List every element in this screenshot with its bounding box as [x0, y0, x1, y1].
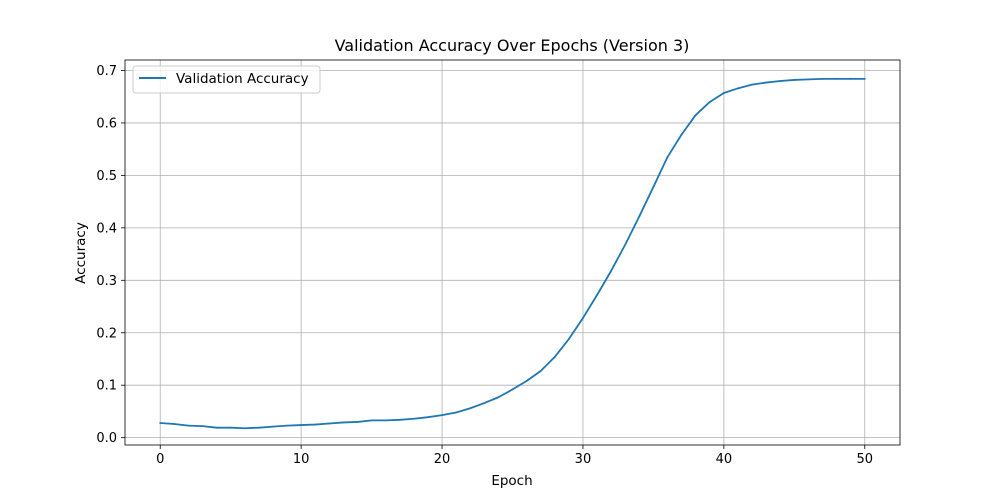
data-point: [173, 423, 176, 425]
data-point: [257, 426, 260, 429]
y-tick-label: 0.1: [96, 379, 117, 394]
y-tick-label: 0.5: [96, 169, 117, 184]
data-point: [511, 388, 514, 391]
legend-label: Validation Accuracy: [176, 71, 309, 87]
data-point: [497, 396, 500, 399]
data-point: [539, 370, 542, 372]
grid: [125, 60, 900, 445]
data-point: [483, 402, 486, 404]
chart-title: Validation Accuracy Over Epochs (Version…: [335, 36, 690, 55]
data-point: [243, 427, 246, 430]
y-tick-label: 0.3: [96, 274, 117, 289]
data-point: [342, 421, 345, 424]
data-point: [765, 81, 768, 84]
data-point: [779, 80, 782, 82]
data-point: [328, 422, 331, 425]
y-tick-label: 0.7: [96, 64, 117, 79]
data-point: [722, 92, 725, 94]
series-layer: [159, 77, 866, 430]
ticks: 0 10 20 30 40 50 0.0 0.1 0.2 0.3 0.4 0.5 0.6 0.7: [96, 64, 873, 467]
data-point: [469, 407, 472, 410]
x-tick-label: 40: [716, 452, 733, 467]
data-point: [553, 355, 556, 358]
data-point: [370, 419, 373, 422]
x-tick-label: 20: [434, 452, 451, 467]
data-point: [652, 186, 655, 188]
data-point: [300, 424, 303, 426]
data-point: [272, 425, 274, 428]
data-point: [849, 77, 852, 80]
data-point: [384, 419, 387, 422]
data-point: [793, 79, 796, 81]
data-point: [215, 426, 218, 429]
x-tick-label: 0: [156, 452, 164, 467]
data-point: [751, 83, 753, 86]
data-point: [427, 416, 429, 419]
data-point: [708, 101, 711, 103]
legend-box: [132, 65, 321, 94]
data-point: [863, 77, 866, 80]
data-point: [624, 243, 627, 246]
y-tick-label: 0.0: [96, 431, 117, 446]
data-point: [286, 424, 288, 427]
data-point: [356, 421, 359, 423]
data-point: [666, 156, 669, 158]
data-point: [525, 380, 528, 382]
data-point: [187, 424, 190, 427]
data-point: [567, 338, 570, 340]
data-point: [201, 425, 204, 428]
legend: Validation Accuracy: [132, 65, 321, 94]
data-point: [807, 78, 810, 81]
data-point: [596, 294, 598, 296]
data-point: [314, 423, 317, 426]
x-tick-label: 30: [575, 452, 592, 467]
data-point: [229, 426, 232, 429]
x-axis-label: Epoch: [491, 473, 532, 489]
data-point: [821, 77, 824, 80]
data-point: [680, 133, 683, 136]
x-tick-label: 50: [856, 452, 873, 467]
y-tick-label: 0.6: [96, 116, 117, 131]
data-point: [398, 418, 401, 421]
y-tick-label: 0.2: [96, 326, 117, 341]
data-point: [159, 422, 162, 424]
data-point: [638, 215, 641, 218]
data-point: [412, 417, 415, 420]
y-axis-label: Accuracy: [73, 222, 89, 284]
y-tick-label: 0.4: [96, 221, 117, 236]
data-point: [835, 77, 838, 80]
data-point: [737, 87, 739, 90]
data-point: [694, 114, 697, 116]
x-tick-label: 10: [293, 452, 310, 467]
data-point: [582, 317, 584, 319]
data-point: [455, 411, 458, 414]
data-point: [610, 269, 613, 272]
plot-frame: [124, 59, 901, 446]
data-point: [441, 414, 443, 417]
